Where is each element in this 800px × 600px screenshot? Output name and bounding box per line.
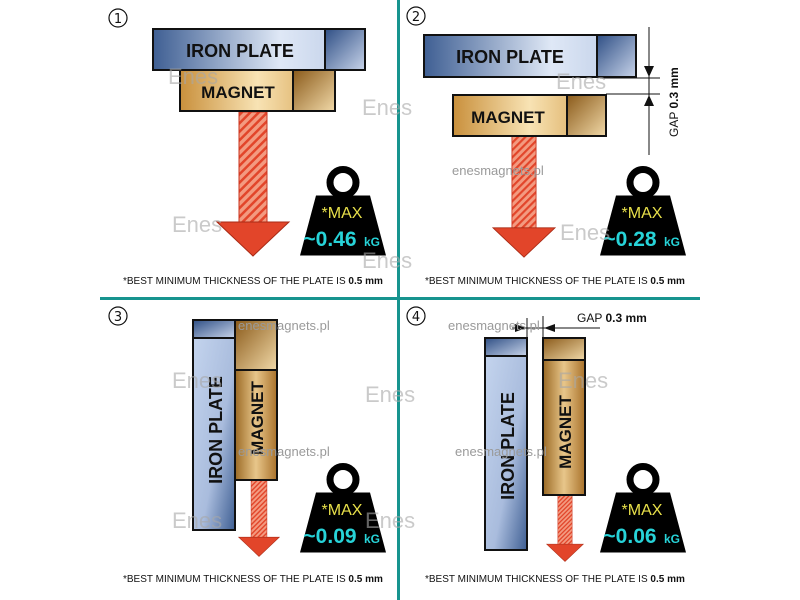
- max-label: *MAX: [322, 502, 363, 519]
- panel-number: 3: [114, 310, 122, 325]
- weight: *MAX ~0.06 kG: [600, 467, 686, 553]
- weight: *MAX ~0.46 kG: [300, 170, 386, 256]
- max-label: *MAX: [622, 205, 663, 222]
- iron-plate: IRON PLATE: [192, 319, 236, 531]
- watermark-url: enesmagnets.pl: [238, 318, 330, 333]
- panel-4: 4 GAP 0.3 mm enesmagnets.pl IRON PLATE M…: [406, 306, 686, 585]
- iron-plate: IRON PLATE: [484, 337, 528, 551]
- force-arrow: [546, 488, 584, 562]
- watermark-logo: Enes: [560, 220, 610, 245]
- force-value: ~0.28: [603, 228, 656, 251]
- gap-label: GAP 0.3 mm: [667, 67, 681, 137]
- iron-plate-label: IRON PLATE: [456, 47, 564, 67]
- footnote: *BEST MINIMUM THICKNESS OF THE PLATE IS …: [425, 574, 685, 585]
- watermark-url: enesmagnets.pl: [448, 318, 540, 333]
- force-unit: kG: [364, 235, 380, 249]
- iron-plate-label: IRON PLATE: [498, 392, 518, 500]
- panel-number-badge: [406, 6, 426, 26]
- max-label: *MAX: [322, 205, 363, 222]
- max-label: *MAX: [622, 502, 663, 519]
- magnet: MAGNET: [542, 337, 586, 496]
- magnet-label: MAGNET: [201, 83, 275, 102]
- panel-1: 1 IRON PLATE MAGNET *MAX ~0.46 kG Enes E…: [108, 8, 412, 287]
- magnet-label: MAGNET: [248, 381, 267, 455]
- iron-plate: IRON PLATE: [423, 34, 637, 78]
- footnote: *BEST MINIMUM THICKNESS OF THE PLATE IS …: [123, 276, 383, 287]
- watermark-logo: Enes: [168, 64, 218, 89]
- panel-3: 3 IRON PLATE MAGNET *MAX ~0.09 kG enesma…: [108, 306, 415, 585]
- gap-dimension: GAP 0.3 mm: [512, 311, 647, 338]
- magnet: MAGNET: [452, 94, 607, 137]
- watermark-logo: Enes: [365, 382, 415, 407]
- magnet-label: MAGNET: [556, 395, 575, 469]
- watermark-logo: Enes: [172, 368, 222, 393]
- force-unit: kG: [664, 235, 680, 249]
- force-unit: kG: [364, 532, 380, 546]
- watermark-logo: Enes: [558, 368, 608, 393]
- panel-number-badge: [108, 8, 128, 28]
- footnote: *BEST MINIMUM THICKNESS OF THE PLATE IS …: [425, 276, 685, 287]
- force-arrow: [216, 112, 290, 257]
- watermark-logo: Enes: [362, 248, 412, 273]
- watermark-logo: Enes: [362, 95, 412, 120]
- watermark-logo: Enes: [172, 508, 222, 533]
- footnote: *BEST MINIMUM THICKNESS OF THE PLATE IS …: [123, 574, 383, 585]
- gap-dimension: GAP 0.3 mm: [600, 27, 681, 155]
- iron-plate-label: IRON PLATE: [206, 376, 226, 484]
- watermark-logo: Enes: [172, 212, 222, 237]
- watermark-url: enesmagnets.pl: [452, 163, 544, 178]
- force-unit: kG: [664, 532, 680, 546]
- watermark-logo: Enes: [556, 69, 606, 94]
- panel-number-badge: [108, 306, 128, 326]
- force-value: ~0.46: [303, 228, 356, 251]
- weight: *MAX ~0.28 kG: [600, 170, 686, 256]
- magnet: MAGNET: [179, 69, 336, 112]
- watermark-url: enesmagnets.pl: [455, 444, 547, 459]
- panel-number: 4: [412, 310, 420, 325]
- panel-number: 1: [114, 12, 122, 27]
- watermark-logo: Enes: [365, 508, 415, 533]
- horizontal-divider: [100, 297, 700, 300]
- force-value: ~0.09: [303, 525, 356, 548]
- gap-label: GAP 0.3 mm: [577, 311, 647, 325]
- magnet-label: MAGNET: [471, 108, 545, 127]
- magnet: MAGNET: [234, 319, 278, 481]
- panel-number: 2: [412, 10, 420, 25]
- iron-plate: IRON PLATE: [152, 28, 366, 71]
- iron-plate-label: IRON PLATE: [186, 41, 294, 61]
- weight: *MAX ~0.09 kG: [300, 467, 386, 553]
- panel-number-badge: [406, 306, 426, 326]
- force-arrow: [492, 133, 556, 258]
- force-arrow: [238, 475, 280, 557]
- watermark-url: enesmagnets.pl: [238, 444, 330, 459]
- force-value: ~0.06: [603, 525, 656, 548]
- panel-2: 2 IRON PLATE MAGNET GAP 0.3 mm *MAX ~0.2…: [362, 6, 686, 287]
